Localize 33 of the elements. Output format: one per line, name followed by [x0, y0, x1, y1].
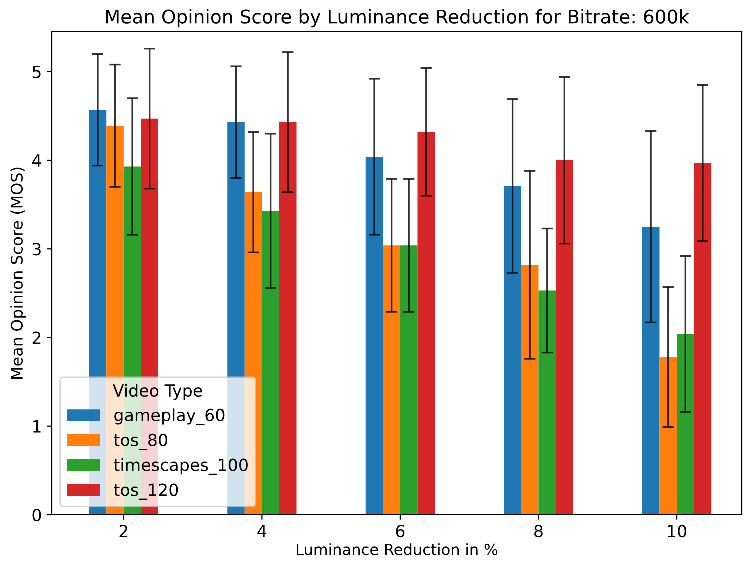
bar [504, 186, 522, 515]
x-tick-label: 2 [120, 525, 128, 538]
y-tick-label: 5 [32, 66, 41, 78]
bar [677, 334, 694, 515]
x-axis-title: Luminance Reduction in % [297, 544, 498, 556]
bar [418, 132, 436, 515]
y-tick-label: 0 [32, 508, 42, 522]
legend-label: gameplay_60 [114, 408, 225, 426]
bar [521, 265, 539, 515]
legend-title: Video Type [113, 384, 202, 400]
bar [279, 122, 297, 515]
bar [538, 290, 556, 515]
bar [660, 357, 678, 515]
y-tick-label: 3 [32, 243, 41, 256]
bar [400, 246, 418, 515]
chart-title: Mean Opinion Score by Luminance Reduction for Bitrate: 600k [106, 9, 690, 28]
legend-label: timescapes_100 [114, 458, 248, 476]
x-tick-label: 10 [668, 525, 687, 538]
bar [694, 163, 712, 515]
bar [556, 160, 574, 515]
legend-label: tos_120 [114, 484, 178, 500]
y-axis-title: Mean Opinion Score (MOS) [10, 168, 26, 379]
legend-label: tos_80 [114, 434, 168, 450]
x-tick-label: 6 [396, 525, 405, 538]
bar [383, 246, 400, 515]
y-tick-label: 2 [32, 332, 41, 344]
bar [366, 156, 384, 515]
y-tick-label: 4 [32, 154, 42, 167]
x-tick-label: 8 [534, 525, 543, 538]
x-tick-label: 4 [258, 525, 267, 538]
bar [642, 226, 660, 515]
y-tick-label: 1 [34, 420, 41, 433]
bar [262, 211, 280, 515]
